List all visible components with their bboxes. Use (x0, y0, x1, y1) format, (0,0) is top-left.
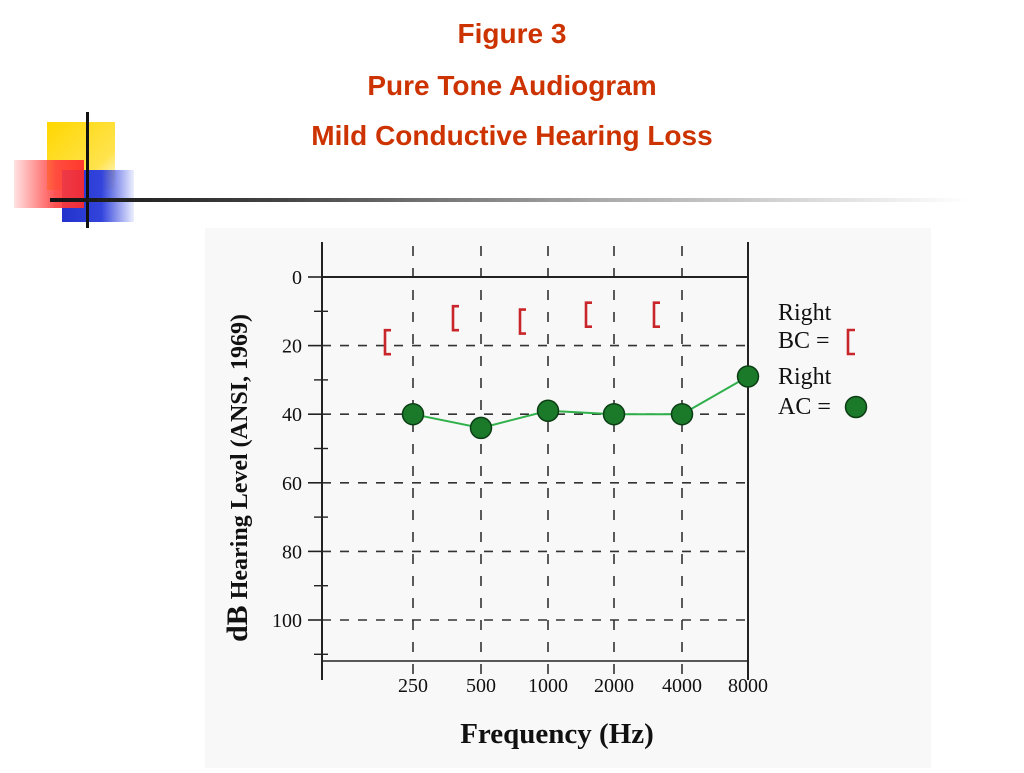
legend-bc-marker (846, 328, 855, 356)
bc-point (383, 328, 391, 356)
y-axis-label-text: Hearing Level (ANSI, 1969) (227, 314, 253, 599)
y-tick-label: 80 (282, 541, 302, 563)
deco-horizontal-rule (50, 198, 970, 202)
deco-vertical-line (86, 112, 89, 228)
ac-point (736, 365, 760, 388)
x-tick-label: 1000 (528, 675, 568, 697)
legend-ac-marker (844, 395, 868, 419)
ac-point (469, 416, 493, 440)
figure-label: Figure 3 (457, 18, 567, 49)
y-tick-label: 40 (282, 404, 302, 426)
ac-point (602, 402, 626, 426)
y-tick-label: 0 (292, 267, 302, 289)
y-tick-label: 20 (282, 336, 302, 358)
y-tick-label: 100 (272, 610, 302, 632)
audiogram-chart: 0 20 40 60 80 100 250 500 1000 2000 4000 8000 Freque… (221, 242, 868, 750)
x-tick-label: 250 (398, 675, 428, 697)
bc-point (518, 308, 526, 335)
legend-bc-line2: BC = (778, 328, 830, 354)
ac-point (536, 399, 560, 423)
bc-point (451, 304, 459, 332)
legend-ac-line2: AC = (778, 394, 831, 420)
legend-bc-line1: Right (778, 300, 832, 326)
legend-ac-line1: Right (778, 364, 832, 390)
x-tick-label: 8000 (728, 675, 768, 697)
ac-series-line (412, 375, 749, 429)
ac-point (401, 402, 425, 426)
y-axis-label: dB Hearing Level (ANSI, 1969) (221, 314, 254, 642)
ac-point (670, 402, 694, 426)
bc-point (584, 301, 592, 329)
x-tick-label: 500 (466, 675, 496, 697)
bc-point (652, 301, 660, 329)
y-axis-label-unit: dB (221, 605, 254, 642)
x-tick-label: 2000 (594, 675, 634, 697)
chart-panel: 0 20 40 60 80 100 250 500 1000 2000 4000 8000 Freque… (205, 228, 931, 768)
slide-title: Pure Tone Audiogram (367, 70, 657, 101)
x-tick-label: 4000 (662, 675, 702, 697)
x-axis-label: Frequency (Hz) (460, 718, 654, 750)
slide-subtitle: Mild Conductive Hearing Loss (311, 120, 713, 151)
y-tick-label: 60 (282, 473, 302, 495)
